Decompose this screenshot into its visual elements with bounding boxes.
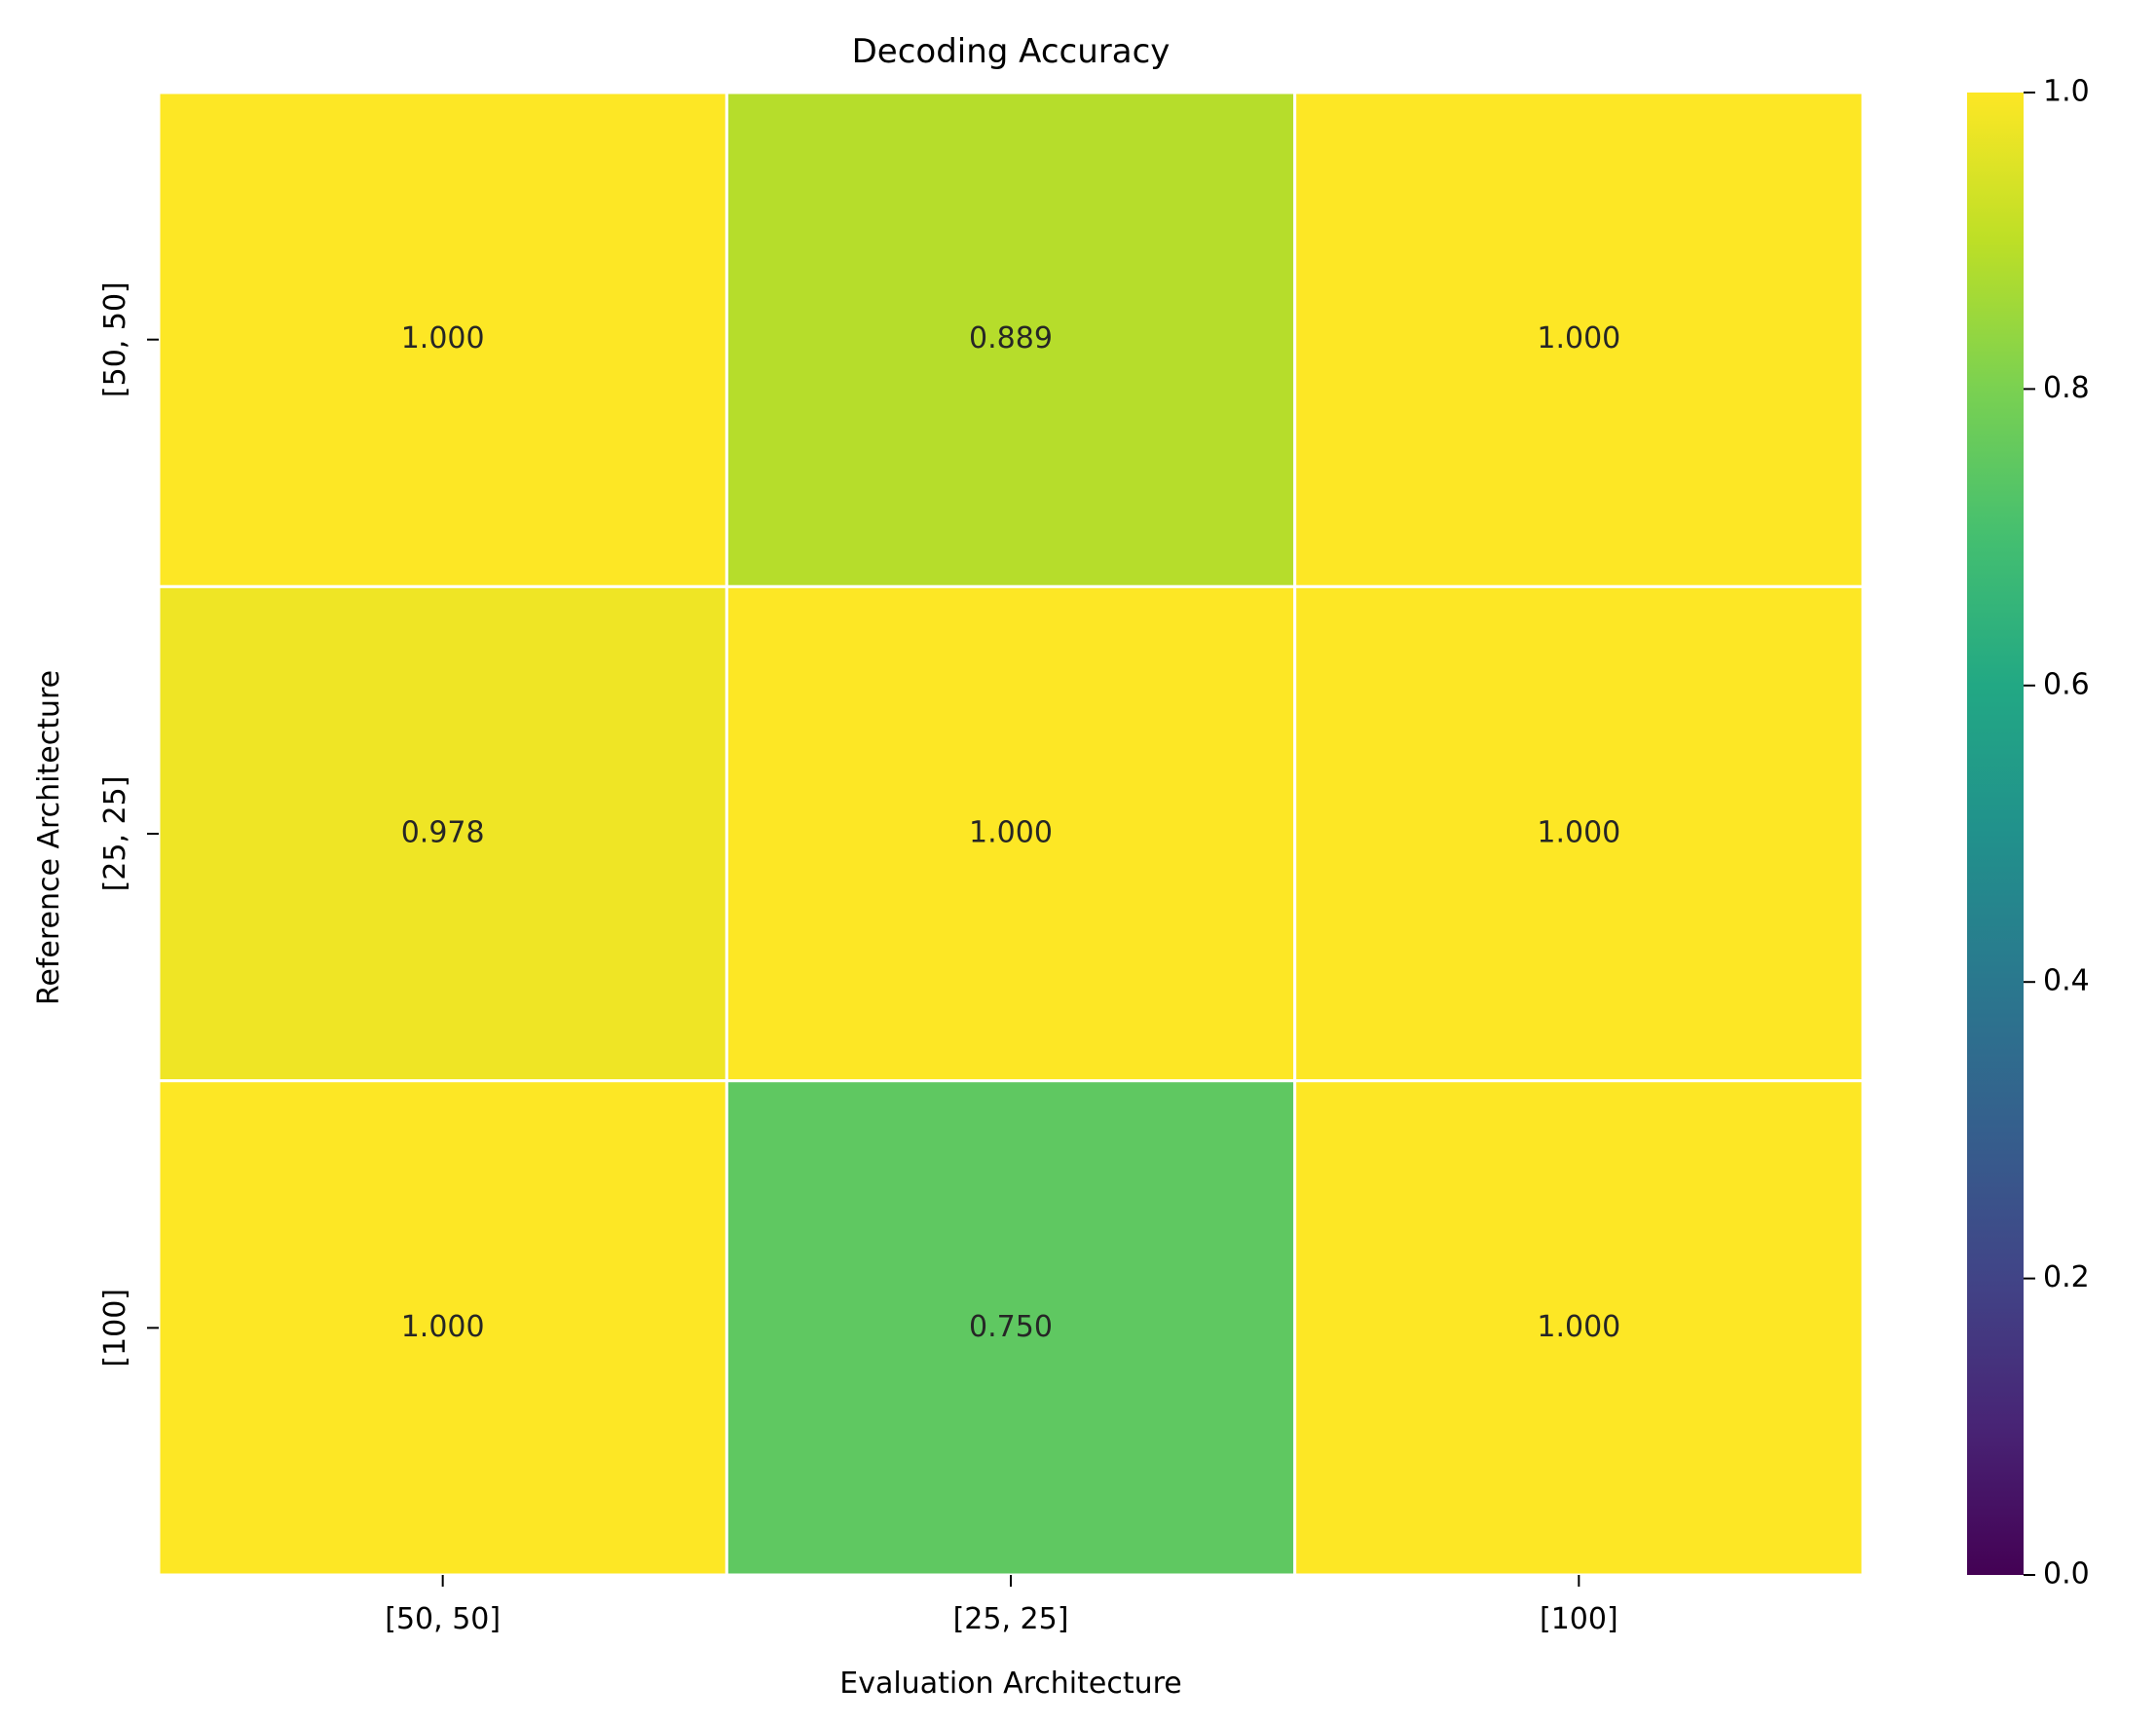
cell-value-label: 1.000 — [1537, 1310, 1620, 1344]
heatmap-cell — [1293, 584, 1865, 1083]
colorbar-ticks: 0.0 0.2 0.4 0.6 0.8 1.0 — [2024, 75, 2090, 1592]
colorbar-tick-label: 1.0 — [2043, 75, 2090, 109]
colorbar-tick-label: 0.6 — [2043, 667, 2090, 701]
heatmap-cell — [725, 1079, 1297, 1577]
colorbar-tick-label: 0.0 — [2043, 1557, 2090, 1592]
heatmap-cell — [157, 584, 728, 1083]
x-tick-label: [50, 50] — [385, 1602, 501, 1636]
heatmap-cell — [1293, 91, 1865, 588]
heatmap-cell — [157, 1079, 728, 1577]
heatmap-cell-labels: 1.000 0.889 1.000 0.978 1.000 1.000 1.000 0.750… — [401, 321, 1621, 1344]
x-axis-ticks: [50, 50] [25, 25] [100] — [385, 1575, 1618, 1636]
x-tick-label: [100] — [1540, 1602, 1618, 1636]
cell-value-label: 1.000 — [401, 321, 485, 356]
y-tick-label: [25, 25] — [98, 776, 132, 892]
heatmap-cell — [725, 91, 1297, 588]
cell-value-label: 1.000 — [401, 1310, 485, 1344]
colorbar-tick-label: 0.4 — [2043, 964, 2090, 998]
cell-value-label: 1.000 — [1537, 321, 1620, 356]
heatmap-cell — [725, 584, 1297, 1083]
colorbar-tick-label: 0.8 — [2043, 371, 2090, 405]
colorbar — [1967, 93, 2024, 1575]
cell-value-label: 1.000 — [1537, 816, 1620, 850]
cell-value-label: 0.889 — [969, 321, 1053, 356]
cell-value-label: 0.978 — [401, 816, 485, 850]
y-axis-label: Reference Architecture — [32, 670, 66, 1005]
heatmap-cells — [157, 91, 1865, 1577]
colorbar-tick-label: 0.2 — [2043, 1260, 2090, 1294]
x-axis-label: Evaluation Architecture — [839, 1667, 1182, 1701]
cell-value-label: 0.750 — [969, 1310, 1053, 1344]
y-tick-label: [50, 50] — [98, 281, 132, 397]
heatmap-cell — [157, 91, 728, 588]
y-axis-ticks: [50, 50] [25, 25] [100] — [98, 281, 159, 1367]
y-tick-label: [100] — [98, 1289, 132, 1367]
cell-value-label: 1.000 — [969, 816, 1053, 850]
chart-title: Decoding Accuracy — [852, 32, 1171, 71]
x-tick-label: [25, 25] — [953, 1602, 1069, 1636]
